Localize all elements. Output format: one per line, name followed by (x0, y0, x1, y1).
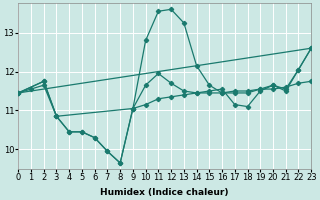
X-axis label: Humidex (Indice chaleur): Humidex (Indice chaleur) (100, 188, 229, 197)
